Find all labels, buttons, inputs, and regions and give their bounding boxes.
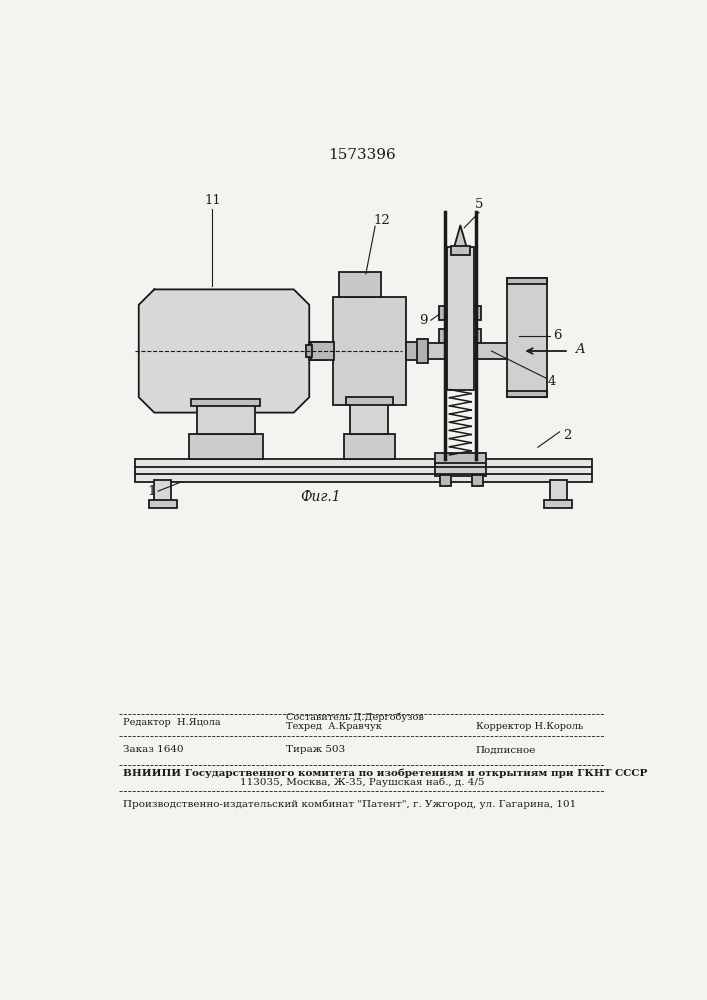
Text: 1: 1 (148, 485, 156, 498)
Bar (470, 306, 481, 320)
Bar (149, 500, 177, 508)
Text: Подписное: Подписное (476, 745, 536, 754)
Text: Корректор Н.Король: Корректор Н.Король (476, 722, 583, 731)
Bar (470, 329, 481, 343)
Bar (440, 475, 451, 486)
Bar (332, 297, 406, 405)
Text: 12: 12 (373, 214, 390, 227)
Bar (448, 247, 474, 389)
Text: A: A (575, 343, 585, 356)
Bar (344, 434, 395, 459)
Bar (421, 343, 510, 359)
Bar (189, 434, 263, 459)
Text: 6: 6 (553, 329, 561, 342)
Text: 113035, Москва, Ж-35, Раушская наб., д. 4/5: 113035, Москва, Ж-35, Раушская наб., д. … (240, 777, 484, 787)
Bar (507, 278, 547, 397)
Bar (544, 500, 572, 508)
Text: 4: 4 (548, 375, 556, 388)
Text: 9: 9 (419, 314, 428, 327)
Bar (346, 397, 393, 405)
Bar (435, 463, 486, 476)
Text: 2: 2 (563, 429, 571, 442)
Bar (311, 342, 334, 360)
Bar (417, 339, 428, 363)
Text: 11: 11 (204, 194, 221, 207)
Bar (507, 391, 547, 397)
Bar (472, 475, 483, 486)
Bar (327, 343, 337, 359)
Bar (435, 453, 486, 465)
Bar (426, 345, 433, 357)
Bar (306, 345, 312, 357)
Text: 1573396: 1573396 (328, 148, 396, 162)
Polygon shape (454, 225, 467, 247)
Bar (351, 403, 388, 434)
Bar (509, 339, 520, 363)
Bar (406, 342, 426, 360)
Text: Заказ 1640: Заказ 1640 (123, 745, 184, 754)
Bar (440, 306, 450, 320)
Text: 5: 5 (475, 198, 483, 211)
Bar (135, 459, 592, 482)
Text: ВНИИПИ Государственного комитета по изобретениям и открытиям при ГКНТ СССР: ВНИИПИ Государственного комитета по изоб… (123, 768, 648, 778)
Bar (154, 480, 171, 501)
Bar (197, 405, 255, 434)
Bar (192, 399, 260, 406)
Bar (507, 278, 547, 284)
Bar (549, 480, 566, 501)
Text: Техред  А.Кравчук: Техред А.Кравчук (286, 722, 382, 731)
Text: Составитель Д.Дергобузов: Составитель Д.Дергобузов (286, 713, 423, 722)
Text: Производственно-издательский комбинат "Патент", г. Ужгород, ул. Гагарина, 101: Производственно-издательский комбинат "П… (123, 799, 576, 809)
Bar (440, 329, 450, 343)
Bar (309, 342, 327, 360)
Polygon shape (139, 289, 309, 413)
Bar (451, 246, 469, 255)
Text: Редактор  Н.Яцола: Редактор Н.Яцола (123, 718, 221, 727)
Text: Тираж 503: Тираж 503 (286, 745, 345, 754)
Text: Фиг.1: Фиг.1 (300, 490, 341, 504)
Bar (339, 272, 381, 297)
